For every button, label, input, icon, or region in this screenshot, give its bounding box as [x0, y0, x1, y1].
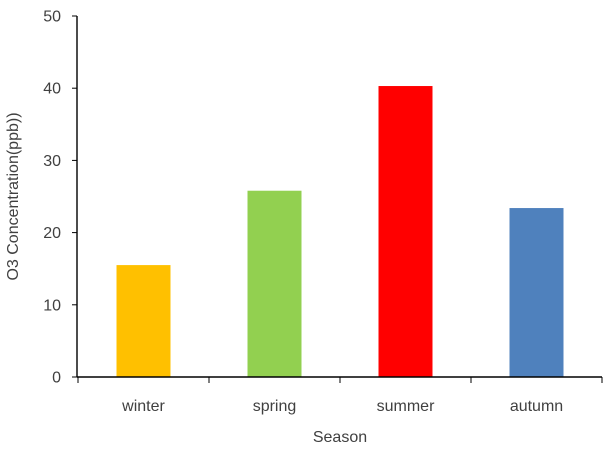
x-tick-label-autumn: autumn [510, 398, 563, 415]
y-tick-label: 30 [43, 153, 61, 170]
bar-winter [116, 265, 171, 377]
y-axis-title: O3 Concentration(ppb)) [5, 112, 22, 280]
y-tick-label: 20 [43, 225, 61, 242]
bar-autumn [509, 208, 564, 377]
x-ticks-group: winter spring summer autumn [77, 377, 603, 415]
bar-summer [378, 86, 433, 377]
x-tick-label-spring: spring [253, 398, 297, 415]
y-tick-label: 10 [43, 297, 61, 314]
y-tick-label: 40 [43, 81, 61, 98]
x-tick-label-winter: winter [121, 398, 165, 415]
y-ticks-group: 0 10 20 30 40 50 [43, 9, 77, 387]
bars-group [116, 86, 564, 377]
y-tick-label: 50 [43, 9, 61, 26]
x-axis-title: Season [313, 429, 367, 446]
bar-spring [247, 190, 302, 377]
x-tick-label-summer: summer [377, 398, 435, 415]
y-tick-label: 0 [52, 370, 61, 387]
